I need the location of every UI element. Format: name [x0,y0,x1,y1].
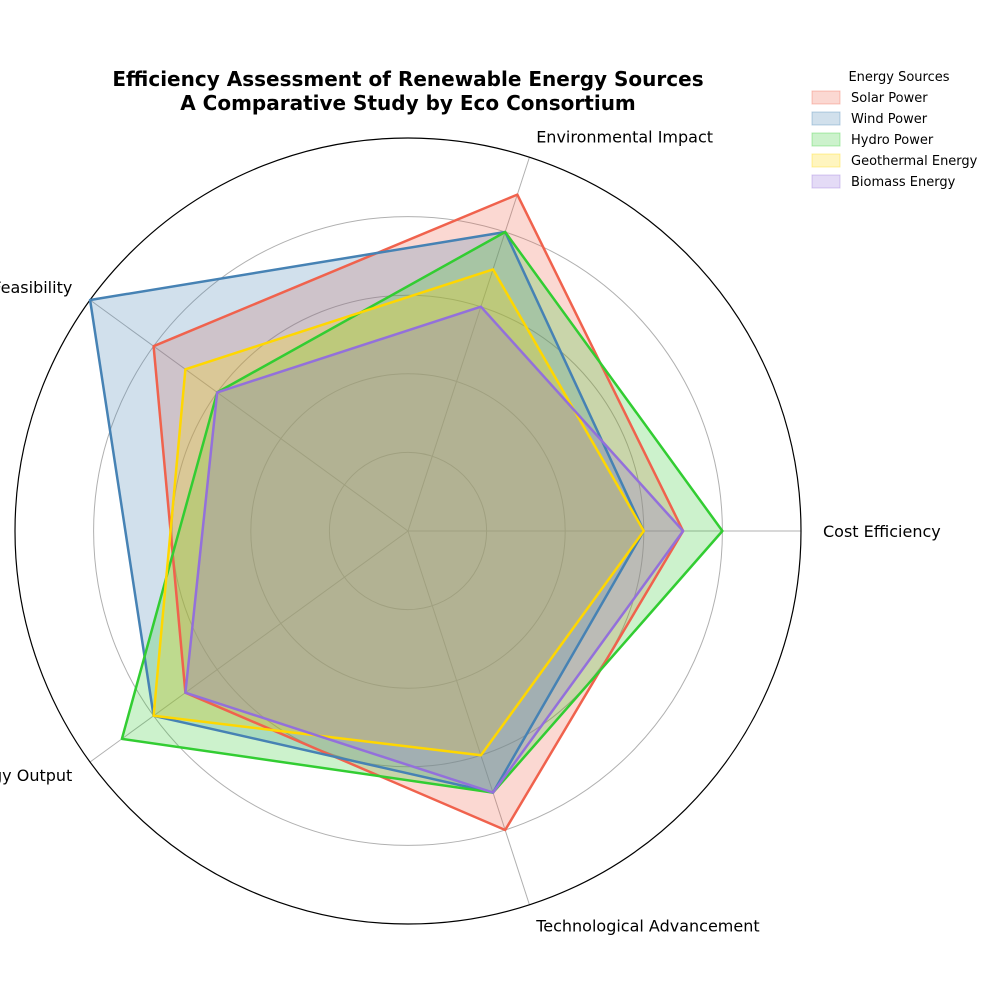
legend-label-3: Geothermal Energy [851,154,978,169]
legend-label-0: Solar Power [851,91,928,106]
series-fill-3 [153,269,644,756]
series-fill-4 [185,306,684,793]
axis-label-0: Cost Efficiency [823,522,941,541]
legend-swatch-2 [811,132,841,147]
series-line-4 [184,305,685,794]
axis-label-3: Energy Output [0,766,72,785]
axis-labels: Cost Efficiency Environmental Impact Feasi… [0,127,941,935]
series-fill-1 [90,232,644,793]
axis-label-4: Technological Advancement [535,917,759,936]
series-line-1 [88,230,646,794]
legend-swatch-1 [811,111,841,126]
legend-label-2: Hydro Power [851,133,934,148]
legend-swatch-3 [811,153,841,168]
series-fill-2 [121,232,723,793]
radar-series [88,193,724,832]
legend-swatch-4 [811,174,841,189]
series-line-2 [120,230,724,794]
chart-title: Efficiency Assessment of Renewable Energ… [112,67,703,91]
spoke-2 [89,299,409,532]
spoke-1 [407,157,530,532]
axis-label-2: Feasibility [0,278,72,297]
outer-frame [14,137,802,925]
legend-label-4: Biomass Energy [851,175,956,190]
legend-title: Energy Sources [848,70,949,85]
spoke-4 [407,530,530,905]
chart-subtitle: A Comparative Study by Eco Consortium [180,91,636,115]
axis-label-1: Environmental Impact [536,127,713,146]
legend: Energy Sources Solar Power Wind Power Hydr… [811,70,978,190]
legend-swatch-0 [811,90,841,105]
series-line-3 [152,268,646,757]
series-line-0 [152,193,685,832]
spoke-3 [89,530,409,763]
legend-label-1: Wind Power [851,112,928,127]
